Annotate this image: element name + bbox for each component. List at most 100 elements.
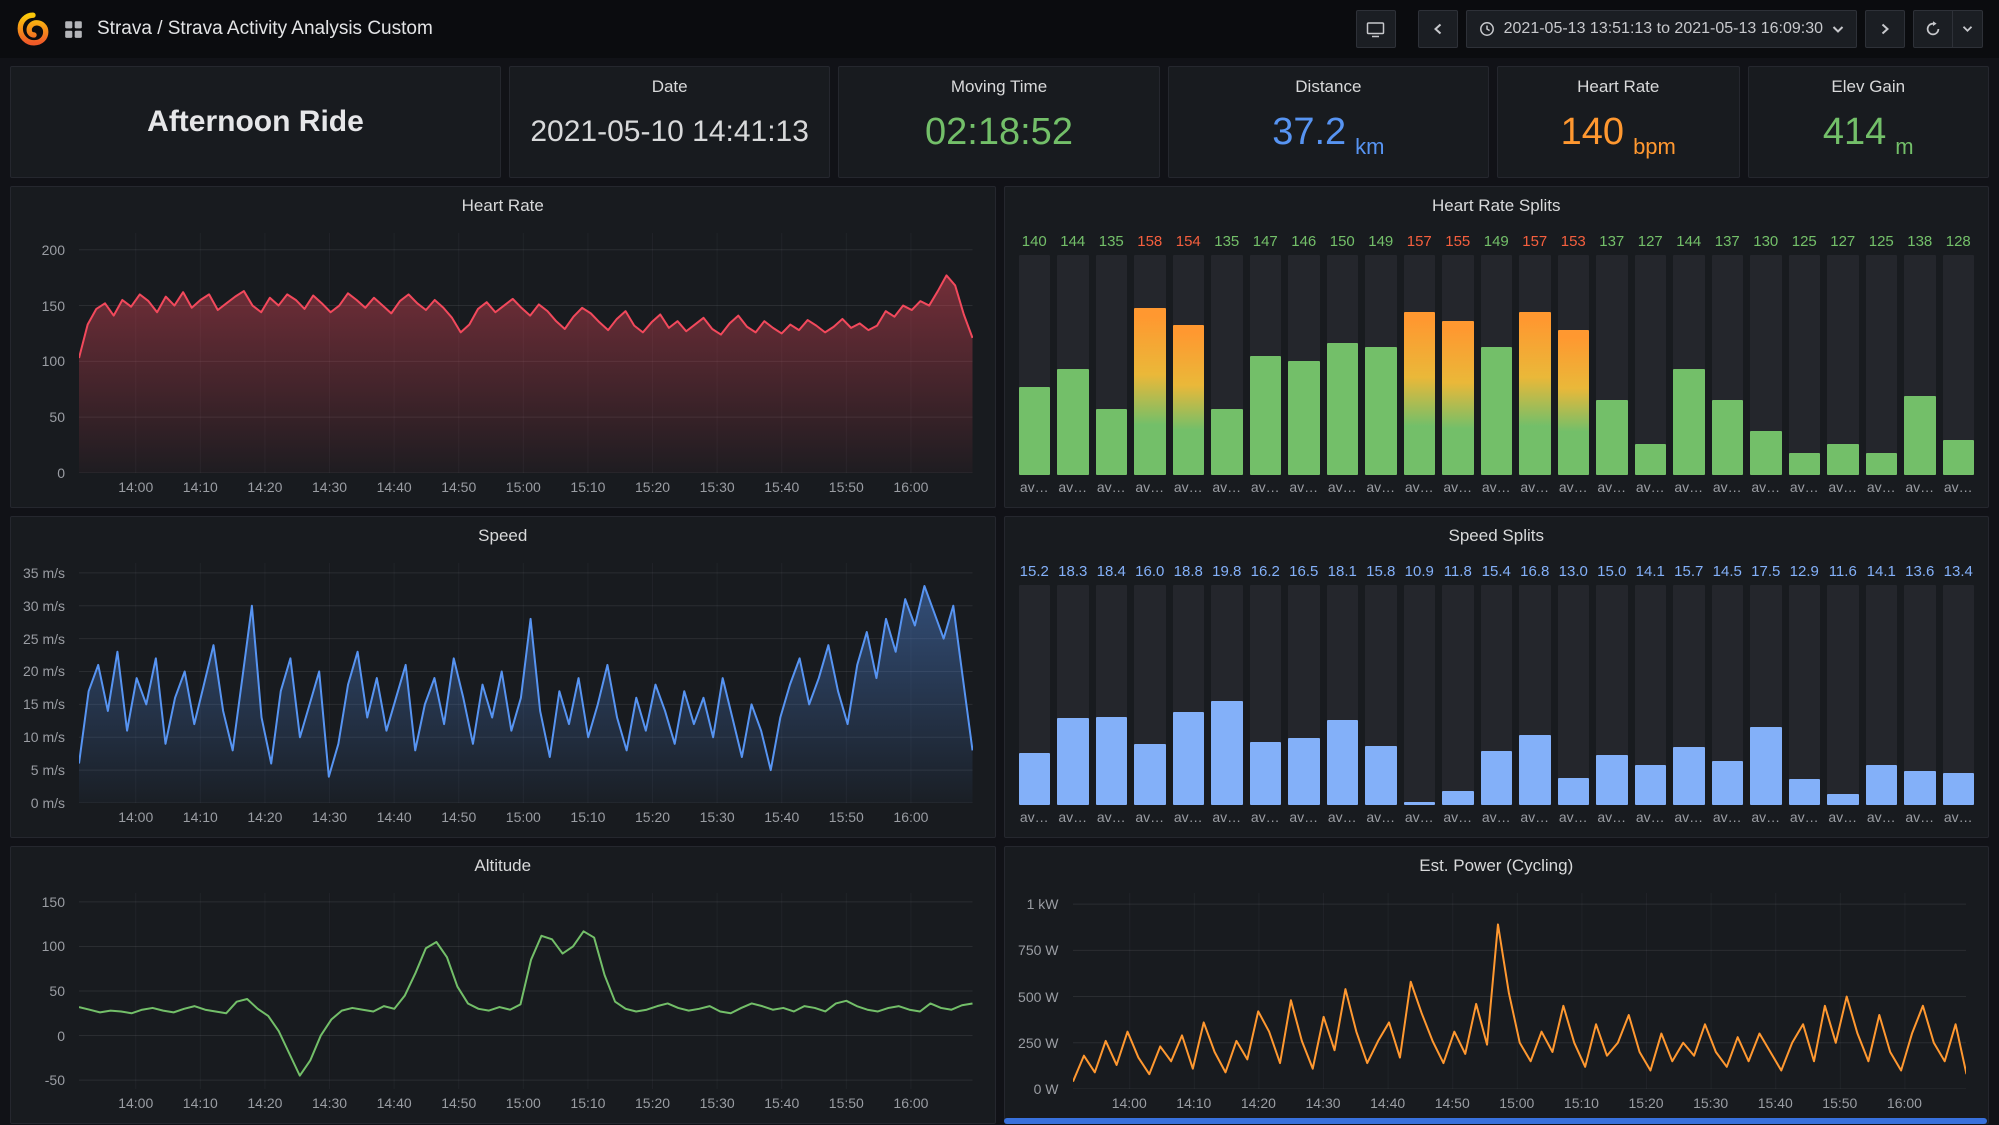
bar: 144 av…	[1673, 229, 1705, 499]
bar-track	[1442, 255, 1474, 475]
bar-fill	[1942, 439, 1974, 475]
panel-title[interactable]: Est. Power (Cycling)	[1419, 856, 1574, 875]
panel-title[interactable]: Altitude	[474, 856, 532, 875]
panel-grid: Heart Rate 0 50 100 150 200 14:00 14:10 14:20 1…	[10, 186, 1989, 1124]
heart-rate-splits-bars[interactable]: 140 av… 144 av… 135 av… 158 av… 154 av… 135 av… 147 a…	[1005, 225, 1989, 507]
x-tick-label: 15:50	[828, 809, 864, 825]
bar-x-label: av…	[1096, 809, 1126, 825]
panel-title[interactable]: Speed	[478, 526, 528, 545]
bar: 137 av…	[1596, 229, 1628, 499]
grafana-logo-icon[interactable]	[16, 12, 50, 46]
bar-fill	[1365, 347, 1397, 475]
bar: 146 av…	[1288, 229, 1320, 499]
stat-panel-heart-rate: Heart Rate 140 bpm	[1497, 66, 1740, 178]
y-tick-label: 150	[41, 893, 65, 910]
bar: 144 av…	[1057, 229, 1089, 499]
refresh-interval-dropdown[interactable]	[1953, 10, 1983, 48]
plot-area[interactable]	[79, 233, 973, 473]
bar-value-label: 11.6	[1828, 563, 1857, 580]
x-tick-label: 16:00	[893, 1095, 929, 1111]
refresh-button[interactable]	[1913, 10, 1953, 48]
bar-track	[1095, 585, 1127, 805]
bar-fill	[1557, 329, 1589, 475]
y-tick-label: 5 m/s	[30, 762, 65, 779]
bar-track	[1134, 585, 1166, 805]
panel-title[interactable]: Heart Rate Splits	[1432, 196, 1561, 215]
panel-title[interactable]: Heart Rate	[461, 196, 544, 215]
bar-x-label: av…	[1404, 479, 1434, 495]
bar-x-label: av…	[1289, 809, 1319, 825]
x-tick-label: 14:30	[312, 809, 348, 825]
altitude-chart[interactable]: -50 0 50 100 150 14:00 14:10 14:20 14:30 14:40 14…	[19, 885, 987, 1119]
bar: 155 av…	[1442, 229, 1474, 499]
time-shift-forward-button[interactable]	[1865, 10, 1905, 48]
time-range-picker[interactable]: 2021-05-13 13:51:13 to 2021-05-13 16:09:…	[1465, 10, 1857, 48]
stat-unit: m	[1895, 134, 1914, 159]
plot-area[interactable]	[79, 563, 973, 803]
speed-chart[interactable]: 0 m/s 5 m/s 10 m/s 15 m/s 20 m/s 25 m/s 30 m/s…	[19, 555, 987, 833]
y-tick-label: 0	[57, 465, 65, 481]
y-tick-label: 10 m/s	[22, 729, 65, 746]
panel-title[interactable]: Elev Gain	[1831, 77, 1906, 96]
heart-rate-chart[interactable]: 0 50 100 150 200 14:00 14:10 14:20 14:30 14:40 14…	[19, 225, 987, 503]
x-tick-label: 14:10	[182, 1095, 218, 1111]
bar: 14.5 av…	[1711, 559, 1743, 829]
bar-value-label: 16.0	[1135, 563, 1165, 580]
bar-value-label: 16.8	[1520, 563, 1550, 580]
breadcrumb[interactable]: Strava / Strava Activity Analysis Custom	[97, 18, 433, 39]
speed-splits-bars[interactable]: 15.2 av… 18.3 av… 18.4 av… 16.0 av… 18.8 av… 19.8 a…	[1005, 555, 1989, 837]
panel-title[interactable]: Heart Rate	[1577, 77, 1660, 96]
bar-fill	[1519, 734, 1551, 805]
bar-track	[1750, 585, 1782, 805]
panel-title[interactable]: Moving Time	[950, 77, 1048, 96]
dashboards-grid-icon[interactable]	[64, 20, 83, 39]
bar-track	[1788, 255, 1820, 475]
activity-name: Afternoon Ride	[147, 105, 364, 138]
panel-title[interactable]: Date	[651, 77, 688, 96]
bar-fill	[1211, 700, 1243, 805]
bar: 15.4 av…	[1480, 559, 1512, 829]
refresh-button-group	[1913, 10, 1983, 48]
x-tick-label: 15:30	[699, 1095, 735, 1111]
bar-value-label: 135	[1098, 233, 1124, 250]
bar-track	[1288, 255, 1320, 475]
bar: 138 av…	[1904, 229, 1936, 499]
y-tick-label: 150	[41, 297, 65, 314]
tv-mode-button[interactable]	[1355, 10, 1396, 48]
time-shift-back-button[interactable]	[1417, 10, 1458, 48]
bar-track	[1673, 585, 1705, 805]
bar-x-label: av…	[1943, 809, 1973, 825]
bar-fill	[1365, 746, 1397, 805]
x-tick-label: 15:20	[635, 479, 671, 495]
panel-title[interactable]: Distance	[1295, 77, 1362, 96]
panel-altitude: Altitude -50 0 50 100 150 14:00 14:10 14:20 14:…	[10, 846, 996, 1124]
monitor-icon	[1366, 21, 1385, 37]
chevron-left-icon	[1433, 23, 1441, 35]
bar-track	[1172, 255, 1204, 475]
x-tick-label: 15:40	[764, 479, 800, 495]
bar-x-label: av…	[1635, 809, 1665, 825]
bar-track	[1788, 585, 1820, 805]
panel-title[interactable]: Speed Splits	[1448, 526, 1544, 545]
bar-value-label: 11.8	[1443, 563, 1472, 580]
x-axis: 14:00 14:10 14:20 14:30 14:40 14:50 15:00 15:10…	[79, 1095, 973, 1117]
bar-track	[1057, 585, 1089, 805]
nav-right: 2021-05-13 13:51:13 to 2021-05-13 16:09:…	[1355, 10, 1983, 48]
x-tick-label: 15:20	[635, 809, 671, 825]
horizontal-scrollbar[interactable]	[1004, 1118, 1987, 1124]
bar-track	[1634, 585, 1666, 805]
bar-x-label: av…	[1173, 809, 1203, 825]
bar: 19.8 av…	[1211, 559, 1243, 829]
bar: 14.1 av…	[1865, 559, 1897, 829]
bar-track	[1211, 255, 1243, 475]
bar-fill	[1942, 773, 1974, 805]
plot-area[interactable]	[79, 893, 973, 1089]
plot-area[interactable]	[1073, 893, 1967, 1089]
x-tick-label: 16:00	[1886, 1095, 1922, 1111]
bar-value-label: 15.0	[1597, 563, 1627, 580]
bar-fill	[1673, 747, 1705, 805]
bar-x-label: av…	[1366, 809, 1396, 825]
y-axis: 0 m/s 5 m/s 10 m/s 15 m/s 20 m/s 25 m/s 30 m/s…	[19, 563, 71, 811]
bar-fill	[1018, 752, 1050, 805]
